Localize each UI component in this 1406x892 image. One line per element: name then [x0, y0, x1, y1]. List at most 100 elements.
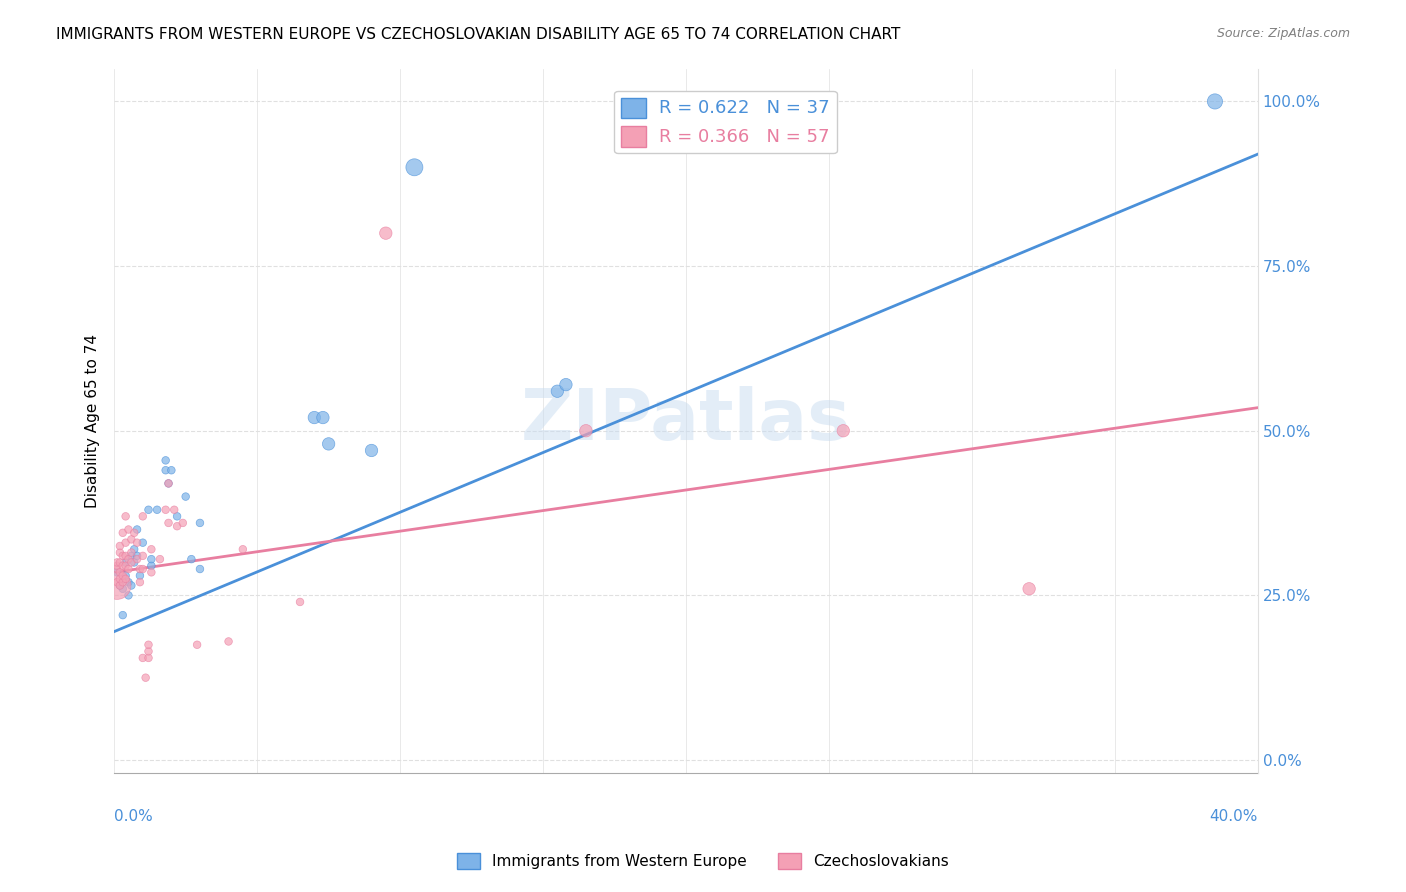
Point: [108, 545, 131, 559]
Legend: R = 0.622   N = 37, R = 0.366   N = 57: R = 0.622 N = 37, R = 0.366 N = 57: [614, 91, 837, 153]
Point: [132, 535, 155, 549]
Point: [832, 424, 855, 438]
Legend: Immigrants from Western Europe, Czechoslovakians: Immigrants from Western Europe, Czechosl…: [451, 847, 955, 875]
Point: [108, 539, 131, 553]
Point: [555, 377, 578, 392]
Point: [105, 562, 128, 576]
Point: [138, 638, 160, 652]
Point: [160, 463, 183, 477]
Point: [163, 502, 186, 516]
Point: [105, 558, 128, 573]
Point: [138, 651, 160, 665]
Point: [120, 549, 142, 563]
Point: [232, 542, 254, 557]
Point: [141, 552, 163, 566]
Point: [166, 519, 188, 533]
Point: [117, 523, 139, 537]
Point: [157, 516, 180, 530]
Point: [120, 578, 142, 592]
Point: [114, 509, 136, 524]
Point: [120, 545, 142, 559]
Point: [132, 509, 155, 524]
Point: [166, 509, 188, 524]
Point: [155, 502, 177, 516]
Point: [108, 578, 131, 592]
Point: [141, 558, 163, 573]
Point: [125, 549, 148, 563]
Point: [114, 568, 136, 582]
Point: [1204, 95, 1226, 109]
Point: [146, 502, 169, 516]
Point: [117, 575, 139, 590]
Point: [360, 443, 382, 458]
Point: [111, 525, 134, 540]
Point: [304, 410, 326, 425]
Point: [174, 490, 197, 504]
Point: [111, 558, 134, 573]
Point: [575, 424, 598, 438]
Point: [141, 566, 163, 580]
Point: [114, 556, 136, 570]
Point: [117, 562, 139, 576]
Point: [125, 535, 148, 549]
Point: [546, 384, 568, 399]
Point: [114, 549, 136, 563]
Text: 0.0%: 0.0%: [114, 809, 153, 824]
Point: [132, 562, 155, 576]
Point: [288, 595, 311, 609]
Point: [132, 549, 155, 563]
Text: Source: ZipAtlas.com: Source: ZipAtlas.com: [1216, 27, 1350, 40]
Point: [114, 558, 136, 573]
Point: [114, 572, 136, 586]
Point: [155, 453, 177, 467]
Point: [111, 549, 134, 563]
Point: [180, 552, 202, 566]
Point: [120, 556, 142, 570]
Point: [129, 575, 152, 590]
Point: [155, 463, 177, 477]
Point: [108, 572, 131, 586]
Point: [132, 651, 155, 665]
Point: [374, 226, 396, 240]
Point: [135, 671, 157, 685]
Point: [122, 542, 145, 557]
Point: [105, 578, 128, 592]
Point: [105, 575, 128, 590]
Point: [312, 410, 335, 425]
Point: [108, 556, 131, 570]
Point: [108, 566, 131, 580]
Point: [157, 476, 180, 491]
Point: [129, 568, 152, 582]
Point: [114, 535, 136, 549]
Point: [120, 533, 142, 547]
Text: ZIPatlas: ZIPatlas: [522, 386, 851, 455]
Point: [111, 608, 134, 623]
Point: [318, 437, 340, 451]
Point: [188, 516, 211, 530]
Point: [122, 525, 145, 540]
Point: [105, 566, 128, 580]
Point: [149, 552, 172, 566]
Point: [141, 542, 163, 557]
Point: [138, 502, 160, 516]
Point: [111, 582, 134, 596]
Text: 40.0%: 40.0%: [1209, 809, 1258, 824]
Point: [108, 578, 131, 592]
Point: [111, 568, 134, 582]
Y-axis label: Disability Age 65 to 74: Disability Age 65 to 74: [86, 334, 100, 508]
Text: IMMIGRANTS FROM WESTERN EUROPE VS CZECHOSLOVAKIAN DISABILITY AGE 65 TO 74 CORREL: IMMIGRANTS FROM WESTERN EUROPE VS CZECHO…: [56, 27, 901, 42]
Point: [125, 523, 148, 537]
Point: [117, 552, 139, 566]
Point: [218, 634, 240, 648]
Point: [172, 516, 194, 530]
Point: [1018, 582, 1040, 596]
Point: [188, 562, 211, 576]
Point: [186, 638, 208, 652]
Point: [117, 588, 139, 602]
Point: [129, 562, 152, 576]
Point: [125, 552, 148, 566]
Point: [138, 644, 160, 658]
Point: [105, 556, 128, 570]
Point: [122, 556, 145, 570]
Point: [404, 161, 426, 175]
